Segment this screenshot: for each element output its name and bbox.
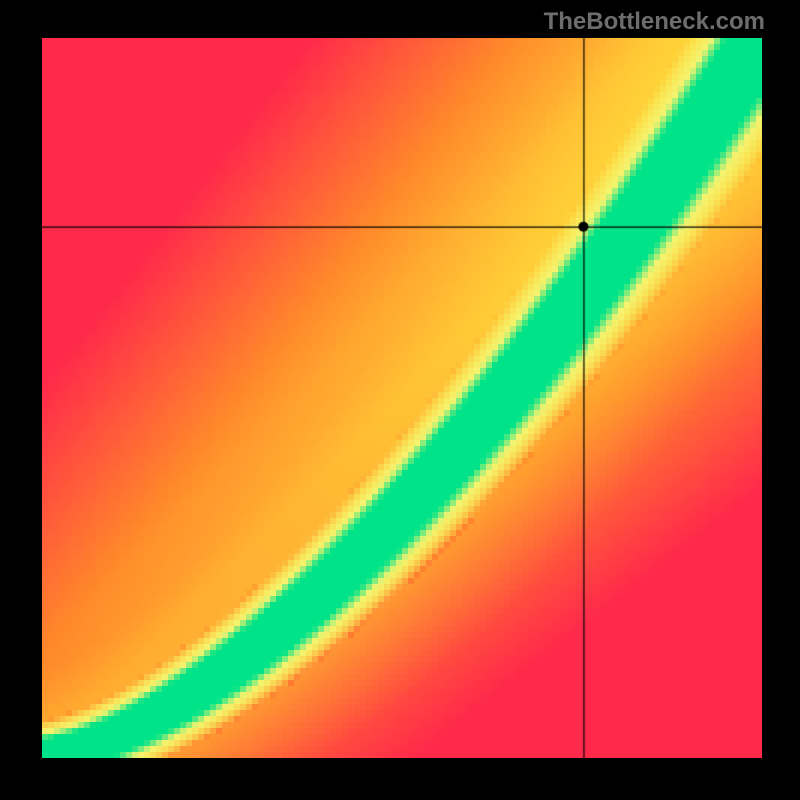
watermark-text: TheBottleneck.com (544, 8, 765, 36)
chart-container: TheBottleneck.com (0, 0, 800, 800)
bottleneck-heatmap (42, 38, 762, 758)
